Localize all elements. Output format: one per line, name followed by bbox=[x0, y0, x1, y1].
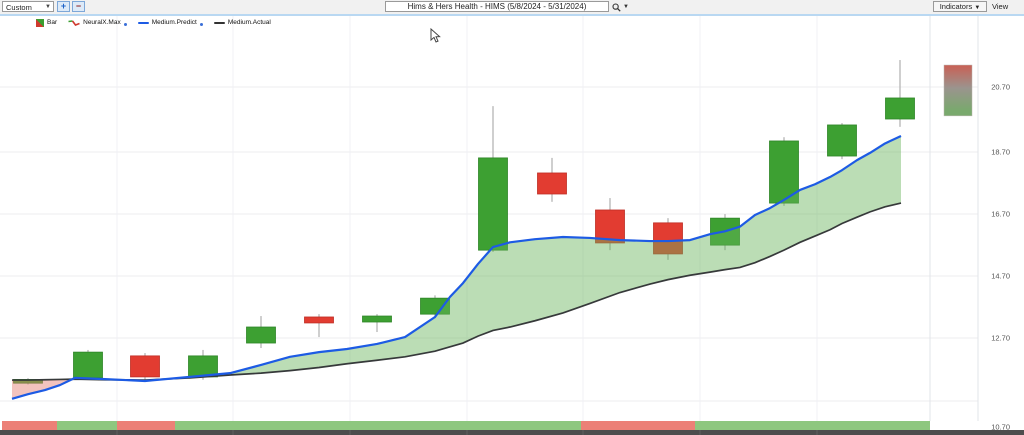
legend-label: NeuralX.Max bbox=[83, 19, 121, 26]
candlestick-chart[interactable]: 20.70 18.70 16.70 14.70 12.70 10.70 bbox=[0, 16, 1024, 435]
legend-item-neuralx-max[interactable]: NeuralX.Max bbox=[68, 19, 127, 27]
y-axis-labels: 20.70 18.70 16.70 14.70 12.70 10.70 bbox=[991, 83, 1010, 432]
legend-settings-dot[interactable] bbox=[123, 23, 127, 26]
bottom-bar[interactable] bbox=[0, 430, 1024, 435]
candle-down bbox=[130, 355, 160, 378]
add-button[interactable]: + bbox=[57, 1, 70, 12]
sentiment-segment-red bbox=[2, 421, 57, 430]
candle-down bbox=[595, 209, 625, 244]
price-chart-pane[interactable]: 20.70 18.70 16.70 14.70 12.70 10.70 Bar Neura… bbox=[0, 16, 1024, 435]
toolbar: Custom ▼ + − Hims & Hers Health - HIMS (… bbox=[0, 0, 1024, 14]
mouse-cursor bbox=[430, 28, 441, 43]
y-axis-tick-label: 18.70 bbox=[991, 148, 1010, 157]
symbol-search-box[interactable]: Hims & Hers Health - HIMS (5/8/2024 - 5/… bbox=[385, 1, 609, 12]
sentiment-segment-red bbox=[117, 421, 175, 430]
preset-select-value: Custom bbox=[6, 3, 32, 12]
legend-settings-dot[interactable] bbox=[199, 23, 203, 26]
forecast-range-bar bbox=[943, 64, 973, 117]
candle-up bbox=[73, 351, 103, 379]
legend-item-bar[interactable]: Bar bbox=[36, 18, 58, 27]
sentiment-segment-green bbox=[695, 421, 930, 430]
sentiment-strip bbox=[2, 421, 930, 430]
chevron-down-icon: ▼ bbox=[974, 5, 981, 11]
chart-legend: Bar NeuralX.Max Medium.Predict Medium.Ac… bbox=[36, 17, 271, 28]
candle-up bbox=[827, 124, 857, 157]
candle-up bbox=[420, 297, 450, 315]
view-button[interactable]: View bbox=[992, 2, 1009, 11]
legend-label: Medium.Predict bbox=[151, 19, 197, 26]
preset-select[interactable]: Custom ▼ bbox=[2, 1, 54, 12]
y-axis-tick-label: 14.70 bbox=[991, 272, 1010, 281]
series-lines bbox=[11, 134, 902, 400]
sentiment-segment-red bbox=[581, 421, 695, 430]
candle-up bbox=[478, 157, 508, 251]
sentiment-segment-green bbox=[57, 421, 117, 430]
fill-predict-above bbox=[75, 135, 901, 381]
candles[interactable] bbox=[13, 60, 915, 385]
y-axis-tick-label: 20.70 bbox=[991, 83, 1010, 92]
remove-button[interactable]: − bbox=[72, 1, 85, 12]
actual-line-icon bbox=[213, 21, 225, 24]
chevron-down-icon: ▼ bbox=[45, 4, 51, 10]
legend-label: Medium.Actual bbox=[227, 19, 271, 26]
y-axis-tick-label: 10.70 bbox=[991, 423, 1010, 432]
y-axis-tick-label: 16.70 bbox=[991, 210, 1010, 219]
legend-label: Bar bbox=[47, 19, 58, 26]
candle-down bbox=[304, 316, 334, 324]
medium-predict-line bbox=[11, 134, 902, 400]
toolbar-separator bbox=[0, 14, 1024, 16]
legend-item-medium-actual[interactable]: Medium.Actual bbox=[213, 19, 271, 26]
search-dropdown-icon[interactable]: ▼ bbox=[623, 4, 629, 10]
candle-up bbox=[885, 97, 915, 120]
predict-line-icon bbox=[137, 21, 149, 24]
zigzag-series-icon bbox=[68, 19, 80, 26]
candle-down bbox=[653, 222, 683, 255]
gridlines bbox=[0, 16, 979, 421]
candle-up bbox=[246, 326, 276, 344]
bar-series-icon bbox=[36, 18, 44, 27]
candle-down bbox=[537, 172, 567, 195]
legend-item-medium-predict[interactable]: Medium.Predict bbox=[137, 19, 203, 26]
indicators-button[interactable]: Indicators ▼ bbox=[933, 1, 987, 12]
candle-up bbox=[362, 315, 392, 323]
search-icon[interactable] bbox=[612, 2, 621, 12]
sentiment-segment-green bbox=[175, 421, 581, 430]
y-axis-tick-label: 12.70 bbox=[991, 334, 1010, 343]
